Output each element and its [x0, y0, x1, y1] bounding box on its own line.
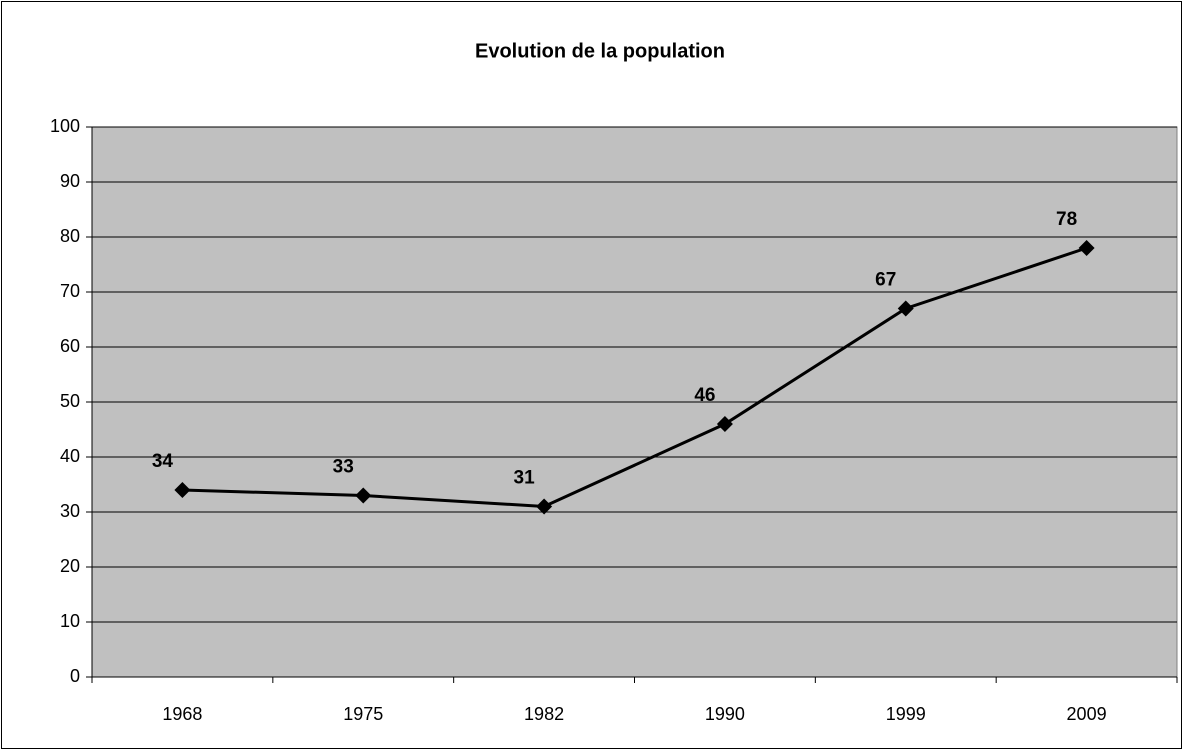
chart-title: Evolution de la population [475, 40, 725, 62]
y-tick-label: 50 [60, 391, 80, 411]
y-tick-label: 10 [60, 611, 80, 631]
y-tick-label: 0 [70, 666, 80, 686]
y-tick-label: 80 [60, 226, 80, 246]
data-label: 78 [1056, 209, 1077, 230]
data-label: 34 [152, 451, 174, 472]
marker [897, 300, 914, 317]
x-tick-label: 1999 [886, 704, 926, 724]
data-label: 46 [694, 385, 715, 406]
marker [355, 487, 372, 504]
marker [716, 416, 733, 432]
marker [174, 482, 191, 498]
x-tick-label: 1975 [343, 704, 383, 724]
y-tick-label: 30 [60, 501, 80, 521]
y-tick-label: 40 [60, 446, 80, 466]
data-line [182, 246, 1088, 509]
marker [1078, 240, 1095, 256]
y-tick-label: 70 [60, 281, 80, 301]
data-label: 67 [875, 270, 896, 291]
data-label: 31 [514, 468, 536, 489]
y-tick-label: 60 [60, 336, 80, 356]
y-tick-label: 100 [50, 116, 80, 136]
y-tick-label: 90 [60, 171, 80, 191]
data-label: 33 [333, 457, 354, 478]
x-tick-label: 1990 [705, 704, 745, 724]
x-tick-label: 1968 [162, 704, 202, 724]
x-tick-label: 2009 [1067, 704, 1107, 724]
marker [536, 498, 553, 515]
y-tick-label: 20 [60, 556, 80, 576]
x-tick-label: 1982 [524, 704, 564, 724]
